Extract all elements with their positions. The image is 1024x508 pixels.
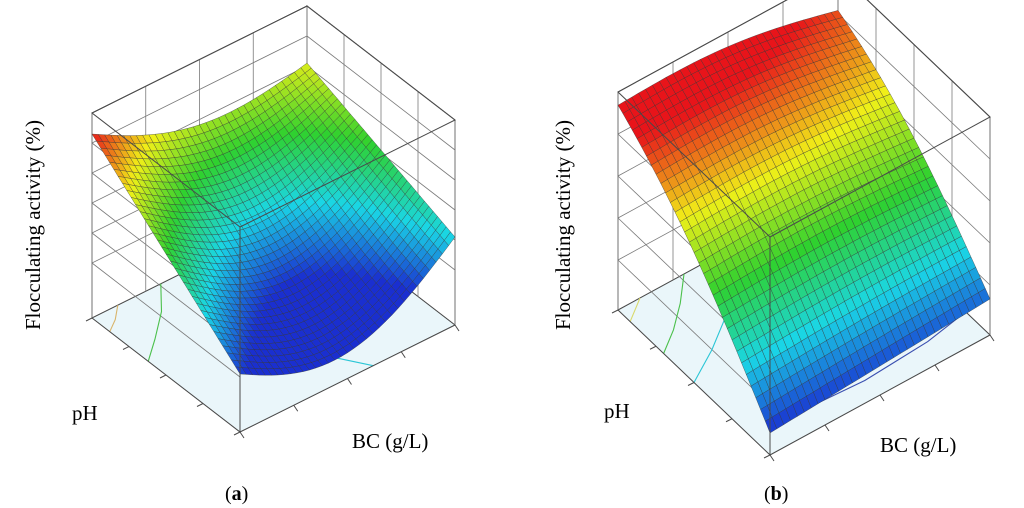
x-tick-mark-b: [989, 334, 995, 342]
floor-contour-b: [795, 311, 967, 415]
y-tick-mark-a: [196, 403, 204, 407]
y-tick-mark-b: [687, 382, 695, 386]
x-tick-mark-a: [400, 351, 406, 359]
zlabel-b: Flocculating activity (%): [551, 120, 575, 330]
y-tick-mark-a: [85, 317, 93, 322]
x-tick-mark-a: [454, 324, 460, 332]
ylabel-a: pH: [72, 401, 98, 425]
z-grid-line-a: [91, 262, 241, 378]
xlabel-b: BC (g/L): [880, 433, 956, 457]
x-tick-mark-a: [239, 431, 245, 439]
y-tick-mark-a: [122, 346, 130, 350]
surface-facet-b: [978, 288, 991, 304]
surface-mesh-a: [91, 62, 456, 376]
caption-a: (a): [225, 483, 248, 505]
y-tick-mark-b: [725, 418, 733, 423]
x-tick-mark-a: [347, 378, 352, 385]
frame-top-b: [617, 0, 991, 238]
y-tick-mark-a: [159, 374, 167, 379]
x-tick-mark-b: [879, 394, 885, 402]
z-grid-line-b: [617, 259, 771, 406]
x-tick-mark-b: [769, 454, 775, 462]
floor-contour-a: [109, 305, 119, 332]
floor-contour-a: [147, 283, 163, 362]
surface-facet-a: [444, 231, 456, 246]
frame-top-a: [91, 5, 456, 228]
x-tick-mark-a: [293, 404, 299, 412]
surface-mesh-b: [617, 10, 991, 434]
x-tick-mark-b: [824, 424, 830, 432]
caption-b: (b): [764, 483, 788, 505]
ylabel-b: pH: [604, 399, 630, 423]
surface-plot-a: Flocculating activity (%) BC (g/L) pH (a…: [21, 4, 460, 505]
floor-contour-b: [663, 273, 685, 354]
x-tick-mark-b: [934, 364, 940, 372]
y-tick-mark-b: [649, 345, 657, 350]
floor-contour-b: [629, 297, 641, 322]
y-tick-mark-b: [763, 454, 771, 459]
y-tick-mark-b: [611, 309, 619, 314]
surface-plot-b: Flocculating activity (%) BC (g/L) pH (b…: [551, 0, 995, 505]
y-tick-mark-a: [233, 431, 241, 436]
zlabel-a: Flocculating activity (%): [21, 120, 45, 330]
xlabel-a: BC (g/L): [352, 429, 428, 453]
